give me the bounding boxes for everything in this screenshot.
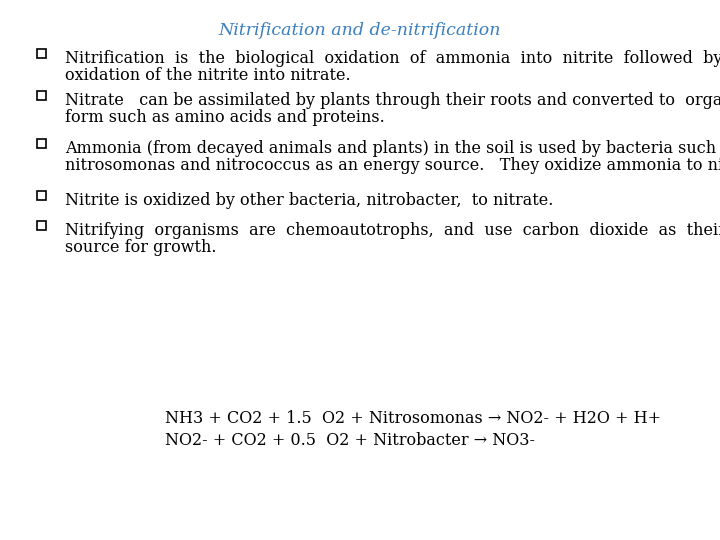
Bar xyxy=(37,221,45,230)
Text: Nitrification  is  the  biological  oxidation  of  ammonia  into  nitrite  follo: Nitrification is the biological oxidatio… xyxy=(65,50,720,67)
Text: Nitrification and de-nitrification: Nitrification and de-nitrification xyxy=(219,22,501,39)
Text: source for growth.: source for growth. xyxy=(65,239,217,256)
Text: nitrosomonas and nitrococcus as an energy source.   They oxidize ammonia to nitr: nitrosomonas and nitrococcus as an energ… xyxy=(65,157,720,174)
Text: Nitrite is oxidized by other bacteria, nitrobacter,  to nitrate.: Nitrite is oxidized by other bacteria, n… xyxy=(65,192,554,209)
Text: form such as amino acids and proteins.: form such as amino acids and proteins. xyxy=(65,109,384,126)
Bar xyxy=(37,139,45,148)
Bar xyxy=(37,91,45,100)
Text: oxidation of the nitrite into nitrate.: oxidation of the nitrite into nitrate. xyxy=(65,67,351,84)
Text: Nitrifying  organisms  are  chemoautotrophs,  and  use  carbon  dioxide  as  the: Nitrifying organisms are chemoautotrophs… xyxy=(65,222,720,239)
Text: NH3 + CO2 + 1.5  O2 + Nitrosomonas → NO2- + H2O + H+: NH3 + CO2 + 1.5 O2 + Nitrosomonas → NO2-… xyxy=(165,410,661,427)
Text: Nitrate   can be assimilated by plants through their roots and converted to  org: Nitrate can be assimilated by plants thr… xyxy=(65,92,720,109)
Bar xyxy=(37,49,45,58)
Bar xyxy=(37,191,45,200)
Text: NO2- + CO2 + 0.5  O2 + Nitrobacter → NO3-: NO2- + CO2 + 0.5 O2 + Nitrobacter → NO3- xyxy=(165,432,535,449)
Text: Ammonia (from decayed animals and plants) in the soil is used by bacteria such a: Ammonia (from decayed animals and plants… xyxy=(65,140,720,157)
